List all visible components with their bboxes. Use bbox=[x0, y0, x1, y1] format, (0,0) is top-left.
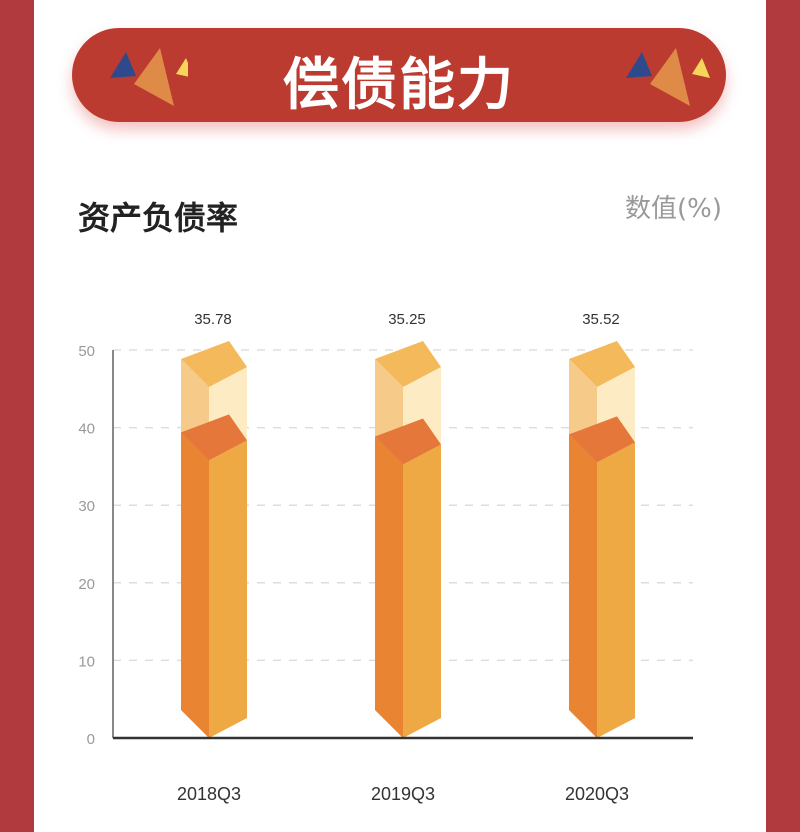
data-label: 35.78 bbox=[194, 311, 232, 328]
triangle-decoration-icon bbox=[110, 48, 188, 106]
y-tick-label: 50 bbox=[78, 343, 95, 360]
bar-front-face bbox=[181, 432, 209, 738]
left-border bbox=[0, 0, 34, 832]
x-tick-label: 2018Q3 bbox=[177, 784, 241, 804]
x-tick-label: 2020Q3 bbox=[565, 784, 629, 804]
y-tick-label: 30 bbox=[78, 498, 95, 515]
x-tick-label: 2019Q3 bbox=[371, 784, 435, 804]
data-label: 35.52 bbox=[582, 311, 620, 328]
background-bar-top-face bbox=[569, 341, 635, 387]
bar-front-face bbox=[569, 434, 597, 738]
bar-front-face bbox=[375, 436, 403, 738]
unit-label: 数值(%) bbox=[625, 194, 722, 224]
bar-side-face bbox=[597, 442, 635, 738]
right-border bbox=[766, 0, 800, 832]
bar-side-face bbox=[403, 444, 441, 738]
bar-top-face bbox=[569, 416, 635, 463]
background-bar-top-face bbox=[181, 341, 247, 387]
y-tick-label: 10 bbox=[78, 653, 95, 670]
y-tick-label: 0 bbox=[87, 731, 95, 748]
section-banner: 偿债能力 bbox=[72, 28, 726, 122]
bar-side-face bbox=[209, 440, 247, 738]
y-tick-label: 40 bbox=[78, 421, 95, 438]
data-label: 35.25 bbox=[388, 311, 426, 328]
triangle-decoration-icon bbox=[626, 48, 710, 106]
bar-top-face bbox=[375, 418, 441, 465]
y-tick-label: 20 bbox=[78, 576, 95, 593]
chart-title: 资产负债率 bbox=[78, 199, 239, 237]
banner-title: 偿债能力 bbox=[283, 53, 515, 118]
bar-top-face bbox=[181, 414, 247, 461]
background-bar-top-face bbox=[375, 341, 441, 387]
